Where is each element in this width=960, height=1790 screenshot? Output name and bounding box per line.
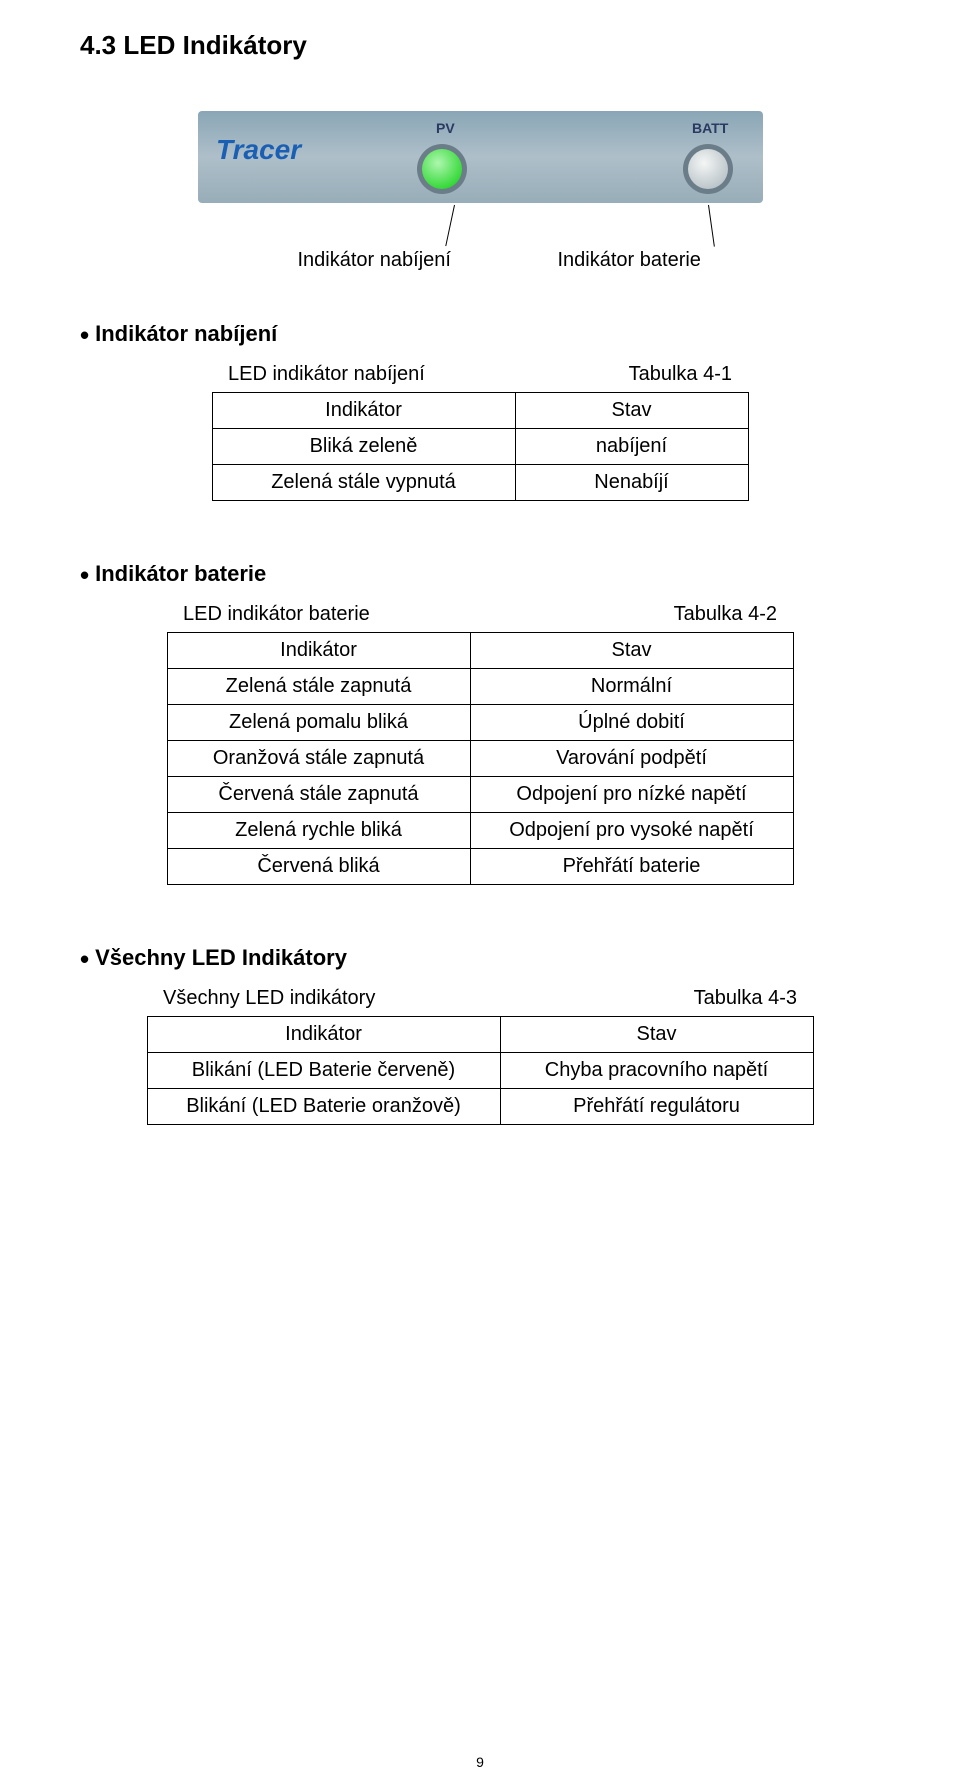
brand-label: Tracer [216, 134, 303, 165]
device-image-wrap: Tracer PV BATT [198, 111, 763, 203]
table-cell: Blikání (LED Baterie oranžově) [147, 1089, 500, 1125]
table-cell: Červená stále zapnutá [167, 777, 470, 813]
bullet-dot-icon: • [80, 564, 89, 586]
callout-battery-label: Indikátor baterie [558, 249, 701, 272]
table-row: Zelená rychle blikáOdpojení pro vysoké n… [167, 813, 793, 849]
table-row: Bliká zeleněnabíjení [212, 429, 748, 465]
callout-charge-label: Indikátor nabíjení [298, 249, 451, 272]
table-charge-indicator: LED indikátor nabíjeníTabulka 4-1Indikát… [212, 357, 749, 501]
table-row: IndikátorStav [167, 633, 793, 669]
table-cell: Přehřátí baterie [470, 849, 793, 885]
table-cell: Varování podpětí [470, 741, 793, 777]
table-cell: Odpojení pro vysoké napětí [470, 813, 793, 849]
bullet-dot-icon: • [80, 948, 89, 970]
table-battery-indicator: LED indikátor baterieTabulka 4-2Indikáto… [167, 597, 794, 885]
led-green [422, 149, 462, 189]
table-cell: Přehřátí regulátoru [500, 1089, 813, 1125]
table-header-cell: Stav [470, 633, 793, 669]
table-cell: Úplné dobití [470, 705, 793, 741]
device-svg: Tracer PV BATT [198, 111, 763, 203]
table-caption-left: LED indikátor nabíjení [212, 357, 515, 393]
table-cell: Normální [470, 669, 793, 705]
table-caption-right: Tabulka 4-1 [515, 357, 748, 393]
table-header-cell: Stav [500, 1017, 813, 1053]
table-row: Blikání (LED Baterie oranžově)Přehřátí r… [147, 1089, 813, 1125]
bullet-all-label: Všechny LED Indikátory [95, 945, 347, 970]
table-header-cell: Indikátor [212, 393, 515, 429]
table-cell: Zelená stále zapnutá [167, 669, 470, 705]
table-row: IndikátorStav [212, 393, 748, 429]
table-caption-right: Tabulka 4-2 [470, 597, 793, 633]
page-number: 9 [0, 1754, 960, 1770]
table-row: Zelená pomalu blikáÚplné dobití [167, 705, 793, 741]
table-row: Blikání (LED Baterie červeně)Chyba praco… [147, 1053, 813, 1089]
bullet-charge-label: Indikátor nabíjení [95, 321, 277, 346]
bullet-all: • Všechny LED Indikátory [80, 945, 880, 971]
page: 4.3 LED Indikátory [0, 0, 960, 1790]
table-cell: Nenabíjí [515, 465, 748, 501]
table-cell: Blikání (LED Baterie červeně) [147, 1053, 500, 1089]
callout-line-charge [445, 205, 455, 246]
bullet-dot-icon: • [80, 324, 89, 346]
table-cell: Odpojení pro nízké napětí [470, 777, 793, 813]
bullet-battery-label: Indikátor baterie [95, 561, 266, 586]
led-callouts: Indikátor nabíjení Indikátor baterie [198, 213, 763, 283]
table-cell: Zelená stále vypnutá [212, 465, 515, 501]
table-header-cell: Indikátor [147, 1017, 500, 1053]
table-cell: Oranžová stále zapnutá [167, 741, 470, 777]
table-caption-right: Tabulka 4-3 [500, 981, 813, 1017]
table-caption-left: Všechny LED indikátory [147, 981, 500, 1017]
table-cell: Červená bliká [167, 849, 470, 885]
table-row: Zelená stále zapnutáNormální [167, 669, 793, 705]
table-caption-left: LED indikátor baterie [167, 597, 470, 633]
section-title: 4.3 LED Indikátory [80, 30, 880, 61]
table-cell: Zelená rychle bliká [167, 813, 470, 849]
table-cell: Zelená pomalu bliká [167, 705, 470, 741]
table-header-cell: Stav [515, 393, 748, 429]
table-row: IndikátorStav [147, 1017, 813, 1053]
table-header-cell: Indikátor [167, 633, 470, 669]
pv-label: PV [436, 120, 455, 136]
table-row: Oranžová stále zapnutáVarování podpětí [167, 741, 793, 777]
bullet-battery: • Indikátor baterie [80, 561, 880, 587]
table-row: Červená blikáPřehřátí baterie [167, 849, 793, 885]
bullet-charge: • Indikátor nabíjení [80, 321, 880, 347]
table-all-indicators: Všechny LED indikátoryTabulka 4-3Indikát… [147, 981, 814, 1125]
device-image: Tracer PV BATT [198, 111, 763, 203]
led-white [688, 149, 728, 189]
table-row: Zelená stále vypnutáNenabíjí [212, 465, 748, 501]
batt-label: BATT [692, 120, 729, 136]
table-cell: Bliká zeleně [212, 429, 515, 465]
table-cell: Chyba pracovního napětí [500, 1053, 813, 1089]
callout-line-battery [708, 205, 715, 247]
table-row: Červená stále zapnutáOdpojení pro nízké … [167, 777, 793, 813]
table-cell: nabíjení [515, 429, 748, 465]
